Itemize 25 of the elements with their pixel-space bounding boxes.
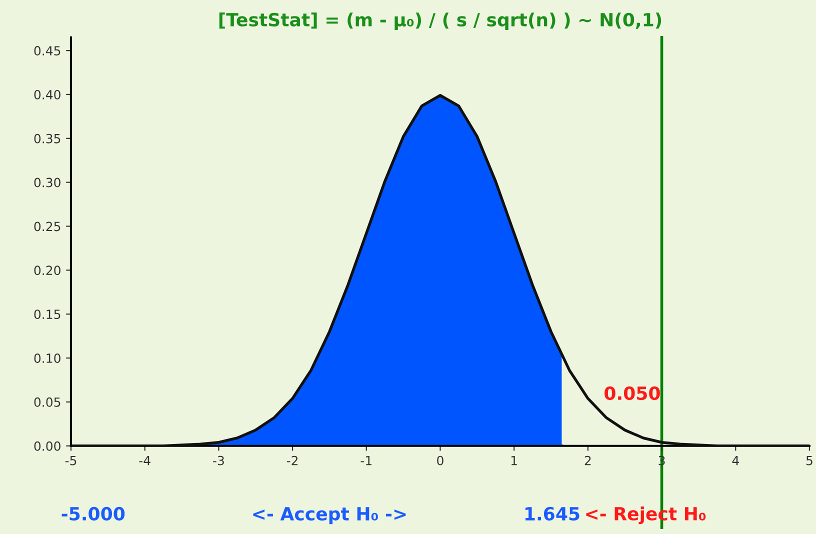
y-tick-label: 0.00 xyxy=(34,441,60,451)
x-tick-label: -1 xyxy=(360,456,372,466)
x-tick-label: 5 xyxy=(806,456,812,466)
y-tick-label: 0.35 xyxy=(34,134,60,144)
text: 1.645 xyxy=(525,506,580,521)
x-tick-label: 1 xyxy=(511,456,517,466)
y-tick-label: 0.20 xyxy=(34,266,60,276)
x-tick-label: 0 xyxy=(437,456,444,466)
chart-title: [TestStat] = (m - μ₀) / ( s / sqrt(n) ) ~ N(0,1) xyxy=(219,12,662,30)
x-tick-label: -5 xyxy=(65,456,76,466)
y-tick-label: 0.45 xyxy=(34,46,60,56)
y-tick-label: 0.25 xyxy=(34,222,60,232)
annotation: 0.050 xyxy=(604,386,660,400)
x-tick-label: -4 xyxy=(139,456,150,466)
y-tick-label: 0.10 xyxy=(34,354,60,363)
text: -5.000 xyxy=(62,506,125,521)
y-tick-label: 0.30 xyxy=(34,178,60,188)
x-tick-label: -3 xyxy=(213,456,224,466)
x-tick-label: -2 xyxy=(286,456,298,466)
x-tick-label: 2 xyxy=(584,456,591,466)
y-tick-label: 0.40 xyxy=(34,90,60,100)
y-tick-label: 0.15 xyxy=(34,310,60,320)
x-tick-label: 4 xyxy=(732,456,739,466)
y-tick-label: 0.05 xyxy=(34,397,60,407)
text: <- Accept H₀ -> xyxy=(253,507,406,524)
